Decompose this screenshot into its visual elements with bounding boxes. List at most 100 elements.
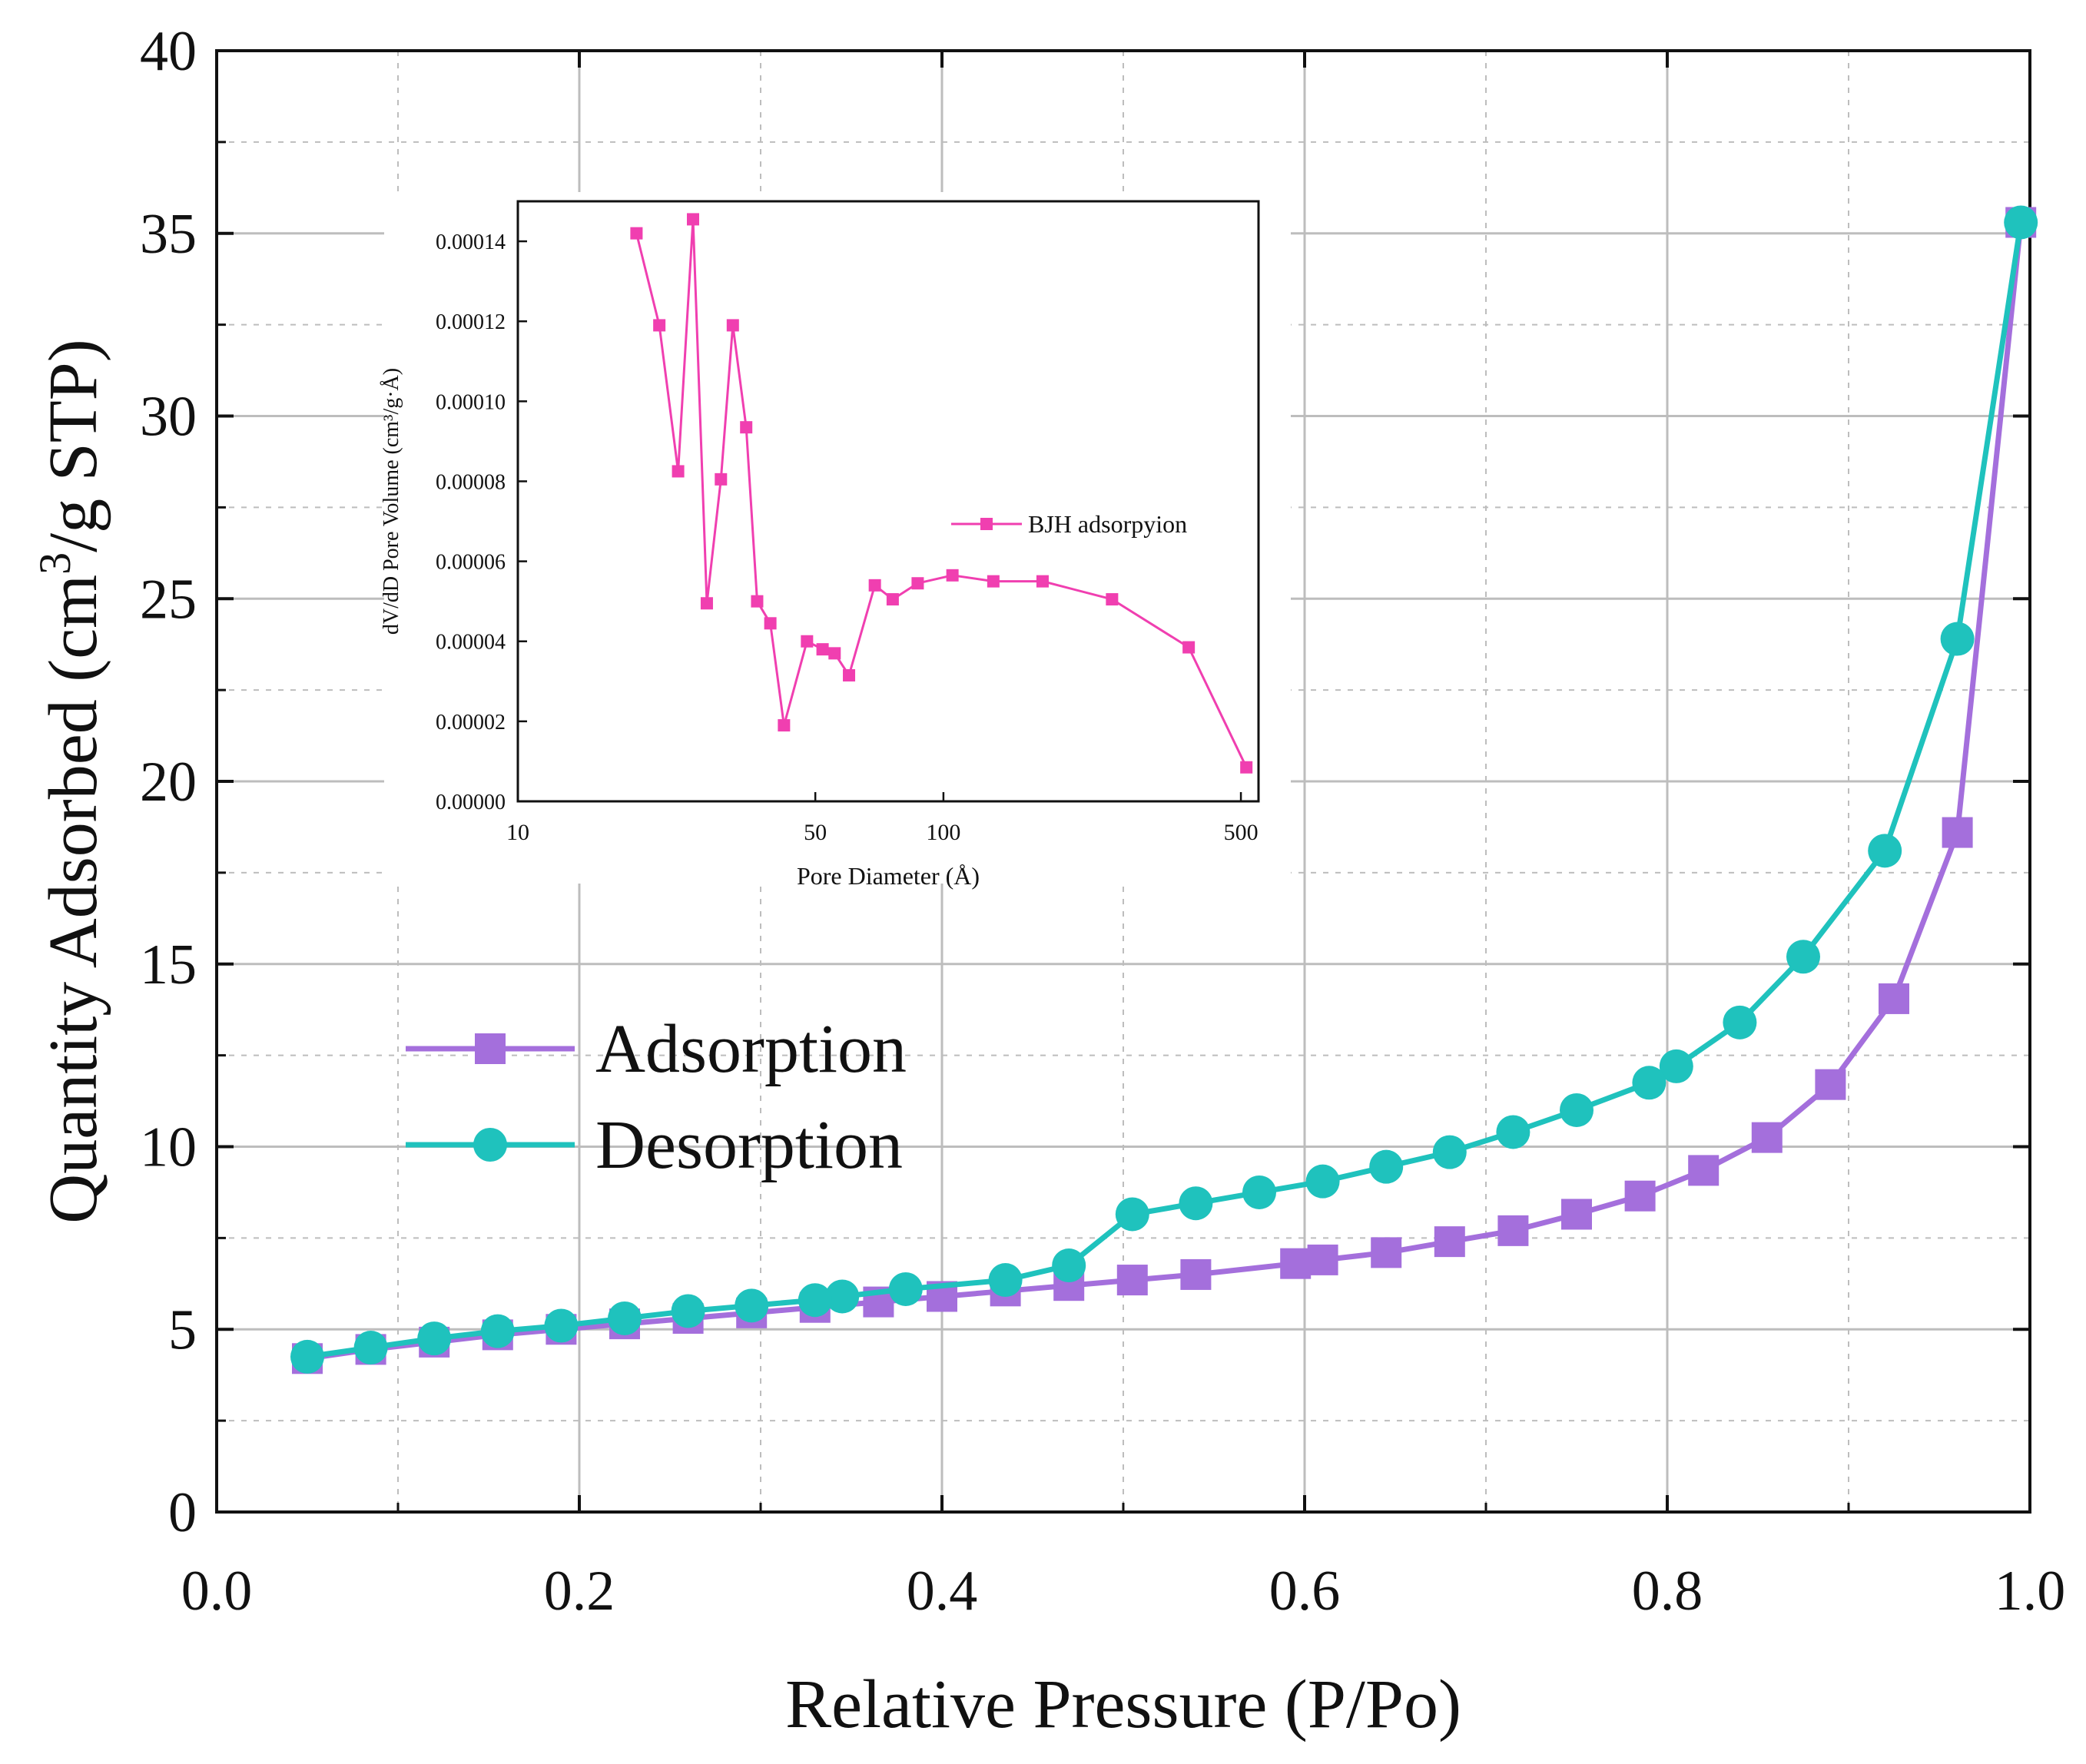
adsorption-point [1116,1265,1148,1296]
bjh-point [987,575,1000,588]
bjh-point [1182,641,1196,654]
series-line-desorption [307,221,2024,1360]
inset-y-tick-label: 0.00014 [436,230,506,254]
desorption-point [1723,1005,1757,1040]
inset-y-tick-label: 0.00006 [436,551,506,575]
inset-frame [516,200,1260,803]
y-tick-label: 25 [140,568,197,631]
bjh-point [828,647,841,660]
inset-y-tick-label: 0.00008 [436,470,506,494]
bjh-point [630,227,643,240]
desorption-point [1940,622,1975,656]
inset-series [630,213,1253,774]
desorption-point [1868,834,1902,868]
inset-y-tick-label: 0.00004 [436,631,506,655]
legend-marker-desorption [473,1128,507,1162]
desorption-point [671,1294,705,1328]
bjh-point [946,569,959,582]
desorption-point [480,1314,515,1348]
bjh-point [764,617,777,630]
desorption-point [1179,1186,1213,1221]
y-axis-label-superscript: 3 [30,552,80,575]
desorption-point [353,1331,388,1365]
adsorption-point [1434,1226,1465,1258]
desorption-point [1632,1066,1666,1100]
bjh-point [911,577,924,590]
bjh-point [726,319,739,332]
adsorption-point [1879,983,1909,1014]
desorption-point [1369,1149,1404,1184]
y-tick-label: 0 [168,1481,197,1544]
bjh-point [778,719,791,732]
adsorption-point [1280,1248,1312,1279]
desorption-point [1659,1049,1693,1083]
inset-y-tick-label: 0.00012 [436,310,506,334]
inset-x-tick-label: 100 [926,820,960,845]
adsorption-point [1624,1180,1656,1212]
desorption-point [825,1279,860,1314]
inset-y-tick-label: 0.00010 [436,390,506,414]
series-line-adsorption [307,222,2024,1361]
adsorption-point [1561,1199,1592,1230]
adsorption-point [1371,1237,1402,1268]
y-axis-label-part: Quantity Adsorbed (cm [35,575,111,1224]
desorption-point [1052,1248,1086,1283]
inset-y-tick-label: 0.00002 [436,711,506,734]
inset-x-tick-label: 50 [804,820,827,845]
bjh-series-line [635,217,1248,768]
legend-label-adsorption: Adsorption [595,1011,907,1087]
legend-label-desorption: Desorption [595,1107,903,1183]
desorption-point [1305,1164,1340,1199]
desorption-point [2004,205,2038,240]
y-tick-label: 30 [140,386,197,449]
x-tick-label: 0.6 [1269,1560,1341,1623]
desorption-point [1432,1135,1467,1169]
bjh-point [1240,761,1253,774]
y-tick-label: 35 [140,203,197,266]
inset-legend: BJH adsorpyion [951,510,1187,538]
y-axis-label: Quantity Adsorbed (cm3/g STP) [30,339,111,1223]
inset-legend-marker [980,518,993,530]
main-legend: Adsorption Desorption [406,1011,907,1183]
desorption-point [544,1308,579,1343]
adsorption-point [1497,1215,1529,1246]
y-tick-label: 15 [140,933,197,996]
adsorption-point [1751,1122,1783,1153]
desorption-point [988,1263,1023,1298]
inset-x-axis-label: Pore Diameter (Å) [797,862,980,890]
bjh-point [801,635,814,648]
main-axes: 0.0 0.2 0.4 0.6 0.8 1.0 0 5 10 15 20 25 30 35 40 Relati… [30,20,2065,1742]
y-tick-label: 40 [140,20,197,83]
adsorption-point [1307,1244,1338,1275]
desorption-point [1560,1093,1594,1127]
inset-chart: 10 50 100 500 0.00000 0.00002 0.00004 0.00006 0.… [380,192,1291,890]
desorption-point [1496,1115,1531,1149]
bjh-point [816,643,829,656]
x-tick-label: 0.2 [544,1560,615,1623]
inset-legend-label: BJH adsorpyion [1028,510,1187,538]
y-tick-label: 20 [140,751,197,814]
x-tick-label: 1.0 [1995,1560,2066,1623]
y-tick-label: 10 [140,1116,197,1179]
legend-marker-adsorption [475,1033,506,1064]
bjh-point [751,595,764,608]
x-tick-label: 0.0 [181,1560,253,1623]
bjh-point [886,593,899,606]
desorption-point [1115,1197,1149,1232]
bjh-point [1036,575,1049,588]
bjh-point [672,465,685,478]
desorption-point [798,1283,832,1318]
x-tick-label: 0.4 [907,1560,978,1623]
inset-x-tick-label: 500 [1224,820,1259,845]
adsorption-point [1815,1069,1846,1100]
x-tick-label: 0.8 [1632,1560,1703,1623]
inset-y-tick-label: 0.00000 [436,791,506,814]
main-series [290,205,2038,1374]
bjh-point [700,597,713,610]
bjh-point [843,668,856,681]
desorption-point [417,1321,452,1356]
adsorption-point [1180,1258,1212,1290]
desorption-point [1786,940,1820,974]
